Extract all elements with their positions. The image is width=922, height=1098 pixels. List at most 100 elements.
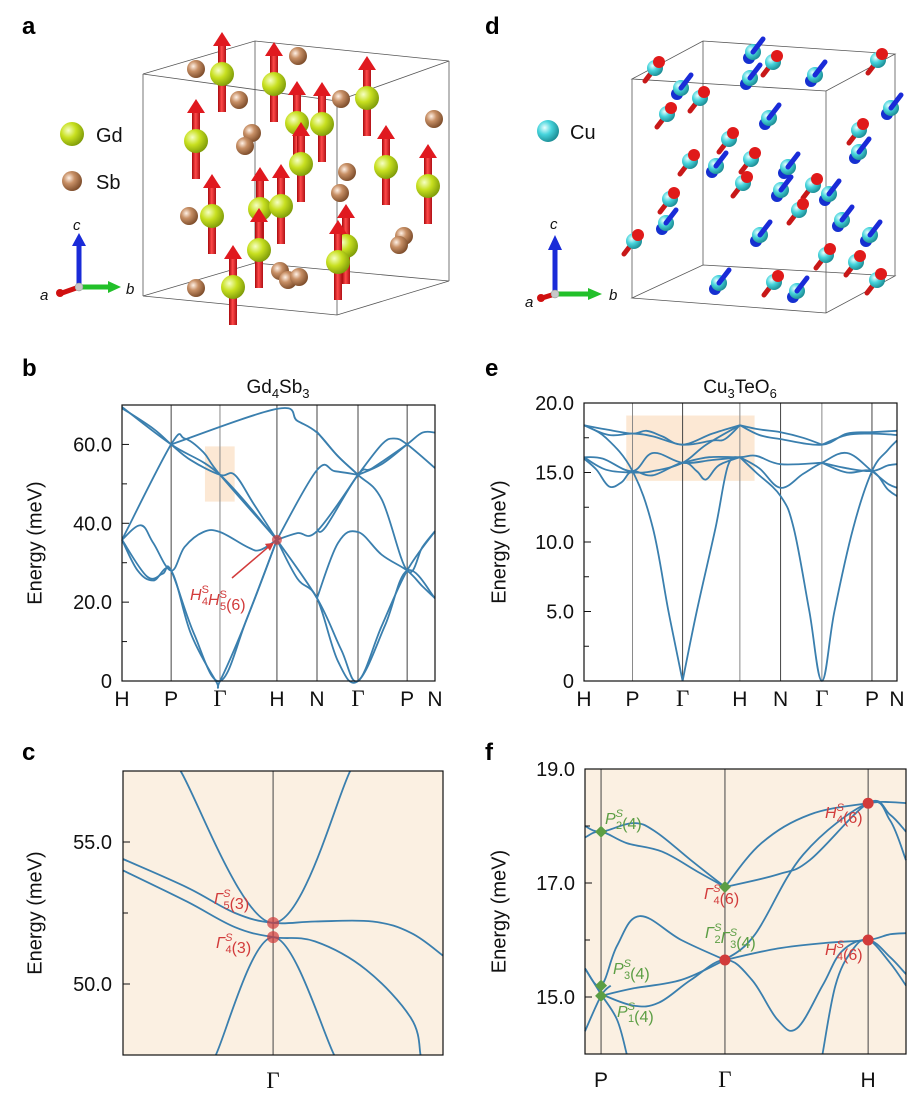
spin-head-red-icon (771, 50, 783, 62)
gd-atom (221, 275, 245, 299)
panel-letter-d: d (485, 13, 500, 40)
band-band2 (122, 858, 444, 957)
sb-atom (187, 60, 205, 78)
y-tick-label: 50.0 (73, 974, 112, 996)
y-tick-label: 19.0 (536, 759, 575, 781)
spin-arrow-up-icon (329, 220, 347, 234)
spin-head-red-icon (749, 147, 761, 159)
spin-arrow-up-icon (292, 122, 310, 136)
cu-atom-with-spin (813, 243, 836, 271)
gd-atom (355, 86, 379, 110)
cu-atom-with-spin (787, 275, 810, 303)
spin-arrow-shaft (778, 174, 794, 193)
annotation-arrow (231, 544, 272, 579)
sb-atom (332, 90, 350, 108)
cu-atom-with-spin (846, 118, 869, 146)
band-band16 (316, 443, 408, 533)
spin-arrow-shaft (794, 275, 810, 294)
sb-atom (390, 236, 408, 254)
c-axis-arrowhead-icon (72, 233, 86, 246)
band-band13 (821, 432, 898, 446)
y-axis-title: Energy (meV) (488, 480, 510, 603)
c-axis-label: c (550, 216, 558, 233)
cu-atom-with-spin (677, 149, 700, 177)
spin-arrow-up-icon (272, 164, 290, 178)
gd-atom-with-spin (200, 174, 224, 254)
gd-atom-with-spin (269, 164, 293, 244)
a-axis-label: a (525, 294, 533, 311)
cu-atom-with-spin (819, 178, 842, 206)
symmetry-label: ΓS 4(3) (216, 932, 251, 957)
k-point-label: N (889, 688, 904, 711)
spin-arrow-shaft (856, 136, 872, 155)
band-band4 (121, 524, 278, 572)
cu-atom-with-spin (771, 174, 794, 202)
cu-atom-with-spin (759, 102, 782, 130)
cu-atom-with-spin (778, 151, 801, 179)
panel-letter-f: f (485, 739, 494, 766)
spin-arrow-up-icon (187, 99, 205, 113)
cu-atom-with-spin (709, 267, 732, 295)
cu-atom-with-spin (730, 171, 753, 199)
degeneracy-circle-marker (862, 934, 874, 946)
spin-arrow-shaft (812, 59, 828, 78)
cu-atom-with-spin (740, 62, 763, 90)
cu-atom-with-spin (832, 204, 855, 232)
band-band9 (739, 424, 823, 446)
spin-arrow-up-icon (377, 125, 395, 139)
gd-atom-with-spin (416, 144, 440, 224)
spin-arrow-shaft (750, 36, 766, 55)
gd-atom (247, 238, 271, 262)
y-tick-label: 0 (563, 671, 574, 693)
highlight-region (626, 415, 755, 481)
cu-legend-marker (537, 120, 559, 142)
spin-arrow-shaft (826, 178, 842, 197)
cu-atom-with-spin (738, 147, 761, 175)
c-axis-label: c (73, 217, 81, 234)
cu-atom-with-spin (706, 150, 729, 178)
cu-atom-with-spin (849, 136, 872, 164)
degeneracy-diamond-marker (595, 979, 608, 992)
band-band4 (583, 452, 740, 473)
spin-arrow-shaft (757, 219, 773, 238)
panel-letter-b: b (22, 355, 37, 382)
spin-arrow-up-icon (250, 208, 268, 222)
spin-arrow-shaft (785, 151, 801, 170)
y-tick-label: 20.0 (73, 592, 112, 614)
spin-arrow-shaft (713, 150, 729, 169)
cu-atom-with-spin (843, 250, 866, 278)
chart-b-title: Gd4Sb3 (246, 377, 309, 401)
cu-atom-with-spin (716, 127, 739, 155)
spin-arrow-up-icon (358, 56, 376, 70)
band-band10 (276, 530, 436, 683)
band-band3 (122, 869, 422, 1056)
gd-atom-with-spin (247, 208, 271, 288)
gd-atom (326, 250, 350, 274)
gd-atom (210, 62, 234, 86)
y-tick-label: 60.0 (73, 434, 112, 456)
spin-head-red-icon (876, 48, 888, 60)
gd-sb-atoms (180, 32, 443, 325)
y-tick-label: 20.0 (535, 393, 574, 415)
panel-d: d Cu c b a (485, 13, 904, 314)
spin-head-red-icon (824, 243, 836, 255)
symmetry-label: ΓS 2ΓS 3(4) (705, 922, 756, 952)
arrowhead-icon (264, 542, 274, 551)
sb-atom (180, 207, 198, 225)
cu-atom-with-spin (654, 102, 677, 130)
cu-atom-with-spin (657, 187, 680, 215)
k-point-label: P (594, 1069, 608, 1092)
panel-a: a Gd Sb c b a (22, 13, 450, 325)
spin-arrow-shaft (663, 207, 679, 226)
gd-atom (269, 194, 293, 218)
chart-f-p-gamma-h-zoom: 15.0 17.0 19.0 Energy (meV) P Γ H PS 2(4) ΓS 2ΓS 3(… (488, 759, 907, 1092)
spin-arrow-up-icon (337, 204, 355, 218)
y-tick-label: 15.0 (536, 987, 575, 1009)
axes-origin (550, 289, 560, 299)
spin-head-red-icon (854, 250, 866, 262)
cu-atom-with-spin (864, 268, 887, 296)
spin-arrow-shaft (766, 102, 782, 121)
band-band3 (724, 800, 907, 888)
k-point-label: Γ (815, 686, 828, 711)
